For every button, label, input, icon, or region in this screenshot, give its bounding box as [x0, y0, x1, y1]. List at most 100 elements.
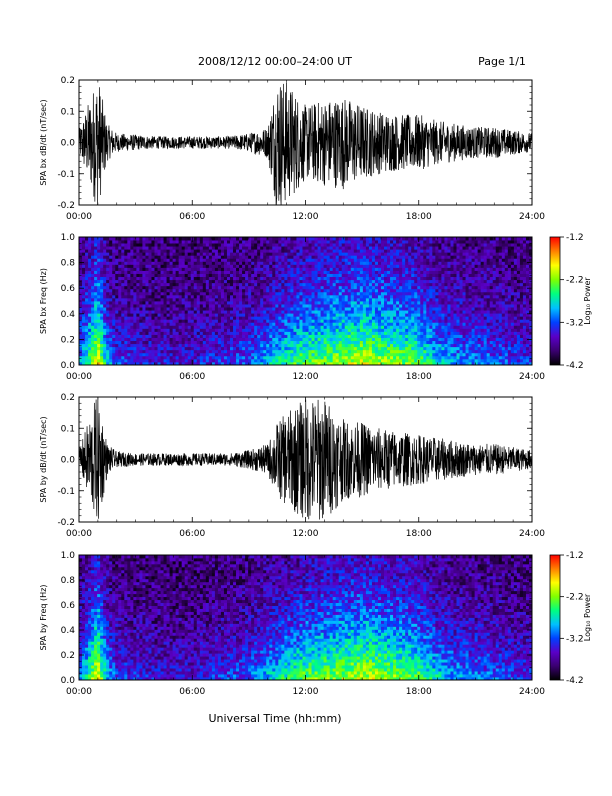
- heatmap-cell: [176, 331, 179, 334]
- heatmap-cell: [290, 341, 293, 344]
- heatmap-cell: [342, 258, 345, 261]
- heatmap-cell: [170, 338, 173, 341]
- heatmap-cell: [182, 255, 185, 258]
- heatmap-cell: [103, 255, 106, 258]
- heatmap-cell: [369, 277, 372, 280]
- heatmap-cell: [339, 338, 342, 341]
- heatmap-cell: [417, 280, 420, 283]
- heatmap-cell: [351, 280, 354, 283]
- heatmap-cell: [221, 331, 224, 334]
- heatmap-cell: [127, 310, 130, 313]
- heatmap-cell: [254, 356, 257, 359]
- heatmap-cell: [360, 307, 363, 310]
- heatmap-cell: [299, 249, 302, 252]
- heatmap-cell: [324, 274, 327, 277]
- heatmap-cell: [321, 252, 324, 255]
- heatmap-cell: [127, 249, 130, 252]
- heatmap-cell: [109, 280, 112, 283]
- heatmap-cell: [408, 292, 411, 295]
- heatmap-cell: [82, 274, 85, 277]
- heatmap-cell: [209, 298, 212, 301]
- heatmap-cell: [278, 286, 281, 289]
- heatmap-cell: [269, 255, 272, 258]
- heatmap-cell: [327, 325, 330, 328]
- heatmap-cell: [275, 331, 278, 334]
- heatmap-cell: [345, 310, 348, 313]
- heatmap-cell: [230, 331, 233, 334]
- heatmap-cell: [124, 356, 127, 359]
- heatmap-cell: [408, 359, 411, 362]
- heatmap-cell: [242, 271, 245, 274]
- heatmap-cell: [284, 335, 287, 338]
- heatmap-cell: [354, 338, 357, 341]
- heatmap-cell: [248, 325, 251, 328]
- heatmap-cell: [209, 240, 212, 243]
- heatmap-cell: [263, 335, 266, 338]
- heatmap-cell: [230, 255, 233, 258]
- heatmap-cell: [224, 267, 227, 270]
- heatmap-cell: [121, 289, 124, 292]
- heatmap-cell: [423, 338, 426, 341]
- heatmap-cell: [342, 261, 345, 264]
- heatmap-cell: [296, 249, 299, 252]
- heatmap-cell: [194, 338, 197, 341]
- heatmap-cell: [127, 240, 130, 243]
- heatmap-cell: [106, 274, 109, 277]
- heatmap-cell: [79, 280, 82, 283]
- heatmap-cell: [366, 325, 369, 328]
- heatmap-cell: [236, 246, 239, 249]
- heatmap-cell: [103, 274, 106, 277]
- heatmap-cell: [284, 338, 287, 341]
- heatmap-cell: [299, 252, 302, 255]
- heatmap-cell: [390, 240, 393, 243]
- heatmap-cell: [396, 344, 399, 347]
- heatmap-cell: [82, 240, 85, 243]
- heatmap-cell: [284, 286, 287, 289]
- heatmap-cell: [155, 267, 158, 270]
- heatmap-cell: [191, 313, 194, 316]
- heatmap-cell: [299, 335, 302, 338]
- heatmap-cell: [269, 261, 272, 264]
- heatmap-cell: [333, 325, 336, 328]
- heatmap-cell: [390, 316, 393, 319]
- heatmap-cell: [206, 328, 209, 331]
- heatmap-cell: [148, 249, 151, 252]
- heatmap-cell: [417, 353, 420, 356]
- heatmap-cell: [257, 261, 260, 264]
- heatmap-cell: [145, 322, 148, 325]
- heatmap-cell: [209, 277, 212, 280]
- heatmap-cell: [266, 338, 269, 341]
- heatmap-cell: [420, 328, 423, 331]
- heatmap-cell: [148, 274, 151, 277]
- heatmap-cell: [188, 261, 191, 264]
- heatmap-cell: [127, 319, 130, 322]
- heatmap-cell: [206, 271, 209, 274]
- heatmap-cell: [324, 313, 327, 316]
- heatmap-cell: [155, 283, 158, 286]
- heatmap-cell: [330, 347, 333, 350]
- heatmap-cell: [242, 304, 245, 307]
- heatmap-cell: [148, 292, 151, 295]
- heatmap-cell: [109, 237, 112, 240]
- heatmap-cell: [221, 344, 224, 347]
- heatmap-cell: [414, 298, 417, 301]
- heatmap-cell: [227, 338, 230, 341]
- heatmap-cell: [97, 264, 100, 267]
- heatmap-cell: [127, 356, 130, 359]
- heatmap-cell: [121, 359, 124, 362]
- heatmap-cell: [194, 325, 197, 328]
- heatmap-cell: [254, 301, 257, 304]
- heatmap-cell: [372, 289, 375, 292]
- heatmap-cell: [333, 261, 336, 264]
- heatmap-cell: [167, 335, 170, 338]
- heatmap-cell: [324, 307, 327, 310]
- heatmap-cell: [330, 283, 333, 286]
- heatmap-cell: [417, 258, 420, 261]
- heatmap-cell: [124, 347, 127, 350]
- heatmap-cell: [414, 289, 417, 292]
- heatmap-cell: [254, 246, 257, 249]
- heatmap-cell: [257, 328, 260, 331]
- heatmap-cell: [97, 252, 100, 255]
- heatmap-cell: [136, 258, 139, 261]
- heatmap-cell: [161, 298, 164, 301]
